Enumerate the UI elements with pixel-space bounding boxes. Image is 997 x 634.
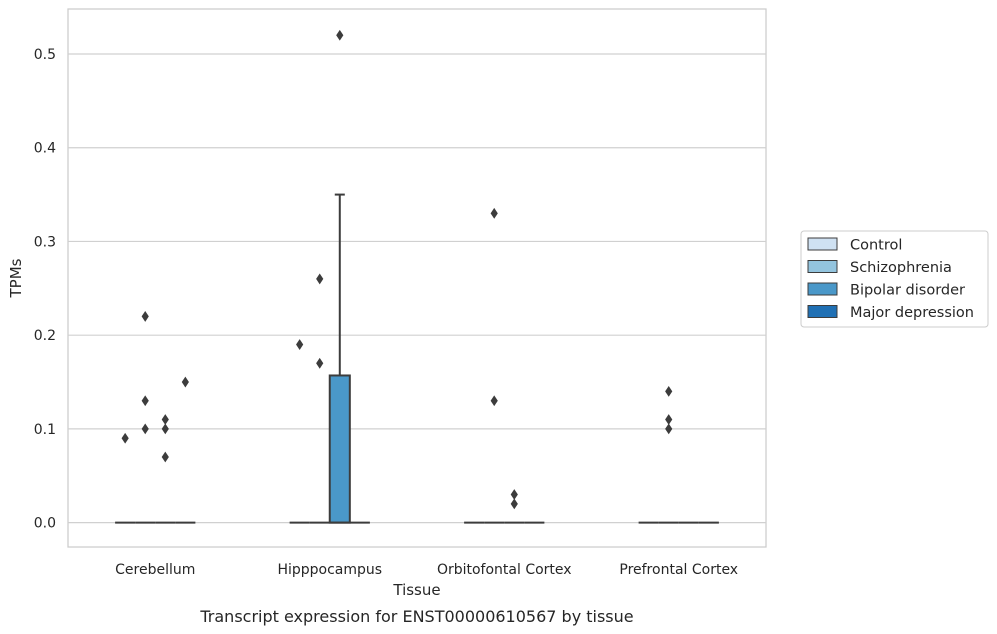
outlier-point — [665, 386, 673, 397]
outlier-point — [510, 498, 518, 510]
outlier-point — [141, 395, 149, 407]
outlier-point — [141, 423, 149, 435]
outlier-point — [665, 423, 673, 435]
outlier-point — [510, 489, 518, 500]
outlier-point — [161, 451, 169, 463]
plot-area-frame — [67, 8, 767, 548]
x-axis-label: Tissue — [392, 581, 440, 599]
y-tick-label: 0.0 — [34, 516, 56, 532]
x-tick-labels: Cerebellum Hipppocampus Orbitofontal Corte… — [115, 562, 738, 578]
outlier-point — [121, 432, 129, 444]
legend-label: Schizophrenia — [850, 260, 952, 276]
y-tick-label: 0.5 — [34, 47, 56, 63]
boxes — [115, 193, 719, 524]
legend-frame — [800, 230, 989, 328]
y-tick-label: 0.2 — [34, 328, 56, 344]
legend-item: Bipolar disorder — [807, 282, 965, 299]
legend: Control Schizophrenia Bipolar disorder Majo… — [800, 230, 989, 328]
y-tick-label: 0.3 — [34, 234, 56, 250]
x-tick-label: Cerebellum — [115, 562, 195, 578]
outlier-point — [161, 414, 169, 425]
outlier-point — [665, 414, 673, 425]
x-tick-label: Prefrontal Cortex — [619, 562, 738, 578]
y-axis-label: TPMs — [7, 258, 25, 298]
box — [328, 193, 351, 524]
x-tick-label: Hipppocampus — [277, 562, 382, 578]
legend-swatch — [807, 282, 838, 296]
legend-swatch — [807, 305, 838, 318]
y-tick-label: 0.4 — [34, 141, 56, 157]
legend-swatch — [807, 237, 838, 251]
outlier-point — [316, 357, 324, 369]
legend-item: Major depression — [807, 305, 974, 321]
outlier-point — [336, 29, 344, 41]
chart-caption: Transcript expression for ENST0000061056… — [199, 607, 633, 626]
legend-label: Bipolar disorder — [850, 283, 965, 299]
outlier-point — [296, 339, 304, 350]
outlier-point — [141, 311, 149, 322]
legend-item: Control — [807, 237, 902, 254]
outlier-point — [490, 395, 498, 407]
outlier-point — [316, 273, 324, 285]
legend-label: Control — [850, 238, 902, 254]
legend-swatch — [807, 260, 838, 273]
x-tick-label: Orbitofontal Cortex — [437, 562, 572, 578]
legend-item: Schizophrenia — [807, 260, 952, 276]
y-tick-labels: 0.0 0.1 0.2 0.3 0.4 0.5 — [34, 47, 56, 532]
outlier-point — [161, 423, 169, 435]
outlier-point — [490, 207, 498, 219]
box-body — [328, 374, 351, 524]
outliers — [121, 29, 673, 510]
y-tick-label: 0.1 — [34, 422, 56, 438]
legend-label: Major depression — [850, 305, 974, 321]
outlier-point — [181, 376, 189, 388]
